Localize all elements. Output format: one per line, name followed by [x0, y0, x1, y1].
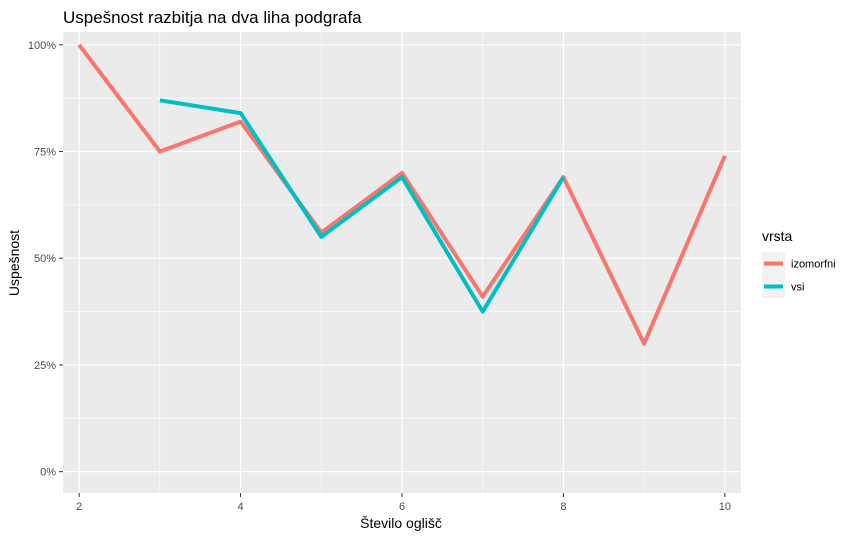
legend: vrsta izomorfni vsi [762, 228, 836, 298]
x-tick-label: 6 [399, 501, 405, 513]
y-axis-ticks: 0% 25% 50% 75% 100% [28, 40, 63, 479]
x-tick-label: 8 [560, 501, 566, 513]
legend-label-vsi: vsi [791, 282, 804, 294]
y-tick-label: 50% [34, 253, 56, 265]
legend-label-izomorfni: izomorfni [791, 259, 836, 271]
major-gridlines [63, 32, 741, 493]
series-line-izomorfni [77, 43, 727, 346]
y-tick-label: 75% [34, 147, 56, 159]
y-tick-label: 25% [34, 360, 56, 372]
chart-title: Uspešnost razbitja na dva liha podgrafa [63, 8, 362, 27]
x-axis-title: Število oglišč [360, 515, 442, 531]
legend-title: vrsta [762, 228, 793, 244]
x-tick-label: 10 [719, 501, 731, 513]
x-tick-label: 4 [238, 501, 244, 513]
x-tick-label: 2 [76, 501, 82, 513]
y-tick-label: 0% [40, 467, 56, 479]
x-axis-ticks: 2 4 6 8 10 [76, 493, 731, 513]
series-lines [77, 43, 727, 346]
y-axis-title: Uspešnost [6, 230, 22, 296]
y-tick-label: 100% [28, 40, 56, 52]
series-line-vsi [159, 98, 566, 314]
